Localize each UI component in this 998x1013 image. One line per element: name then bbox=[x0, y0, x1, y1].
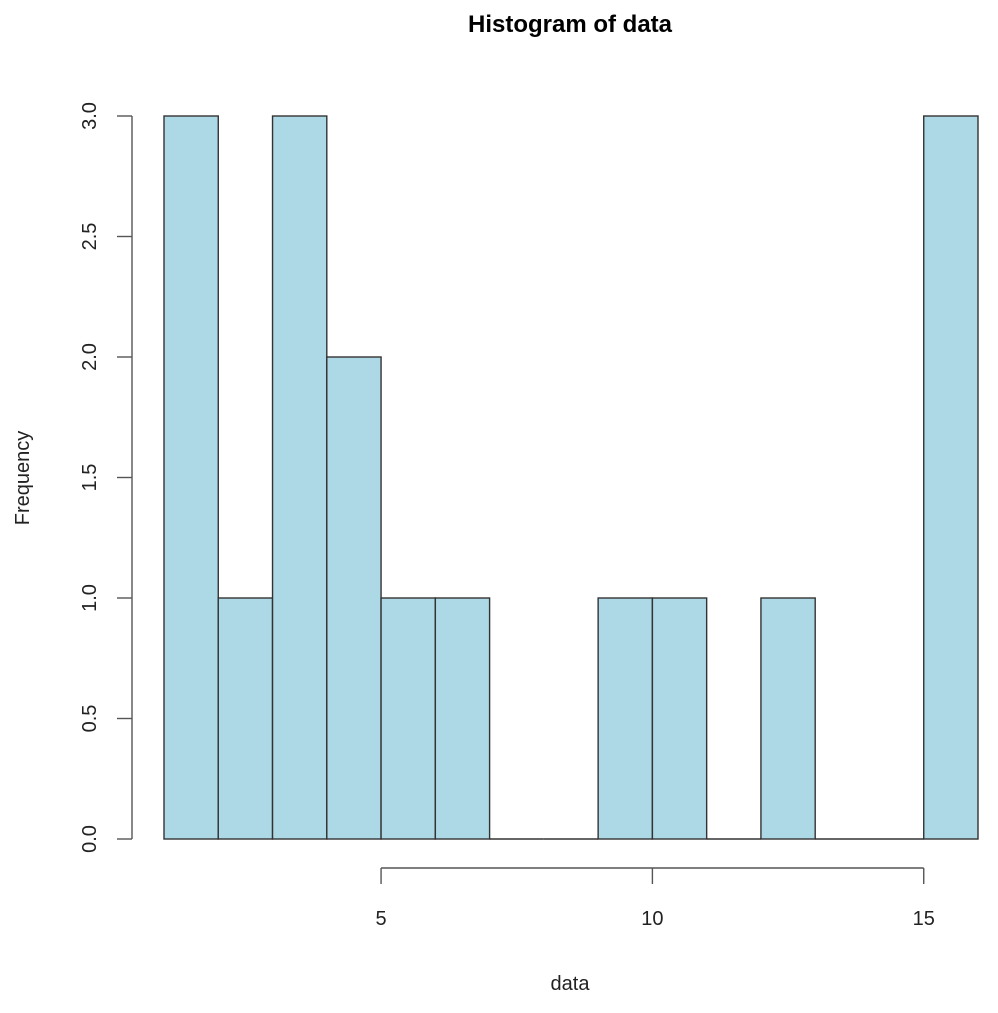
histogram-bar bbox=[651, 597, 708, 840]
y-tick-label: 2.0 bbox=[79, 343, 101, 371]
histogram-bar bbox=[923, 115, 979, 840]
bars bbox=[163, 115, 979, 840]
histogram-bar bbox=[434, 597, 491, 840]
y-tick-label: 0.5 bbox=[79, 705, 101, 733]
chart-title: Histogram of data bbox=[468, 11, 673, 38]
x-tick-label: 10 bbox=[641, 908, 663, 930]
x-axis: 5 10 15 bbox=[376, 867, 935, 930]
histogram-bar bbox=[217, 597, 274, 840]
histogram-bar bbox=[597, 597, 654, 840]
y-tick-label: 2.5 bbox=[79, 223, 101, 251]
y-tick-label: 3.0 bbox=[79, 102, 101, 130]
y-tick-label: 1.5 bbox=[79, 464, 101, 492]
y-axis-label: Frequency bbox=[12, 431, 34, 526]
histogram-bar bbox=[760, 597, 816, 840]
x-axis-label: data bbox=[551, 973, 591, 995]
x-tick-label: 15 bbox=[913, 908, 935, 930]
x-tick-label: 5 bbox=[376, 908, 387, 930]
y-tick-label: 0.0 bbox=[79, 825, 101, 853]
y-axis: 0.0 0.5 1.0 1.5 2.0 2.5 3.0 bbox=[79, 102, 133, 853]
y-tick-label: 1.0 bbox=[79, 584, 101, 612]
histogram-bar bbox=[271, 115, 328, 840]
histogram-bar bbox=[163, 115, 219, 840]
histogram-bar bbox=[380, 597, 437, 840]
histogram-bar bbox=[326, 356, 382, 840]
